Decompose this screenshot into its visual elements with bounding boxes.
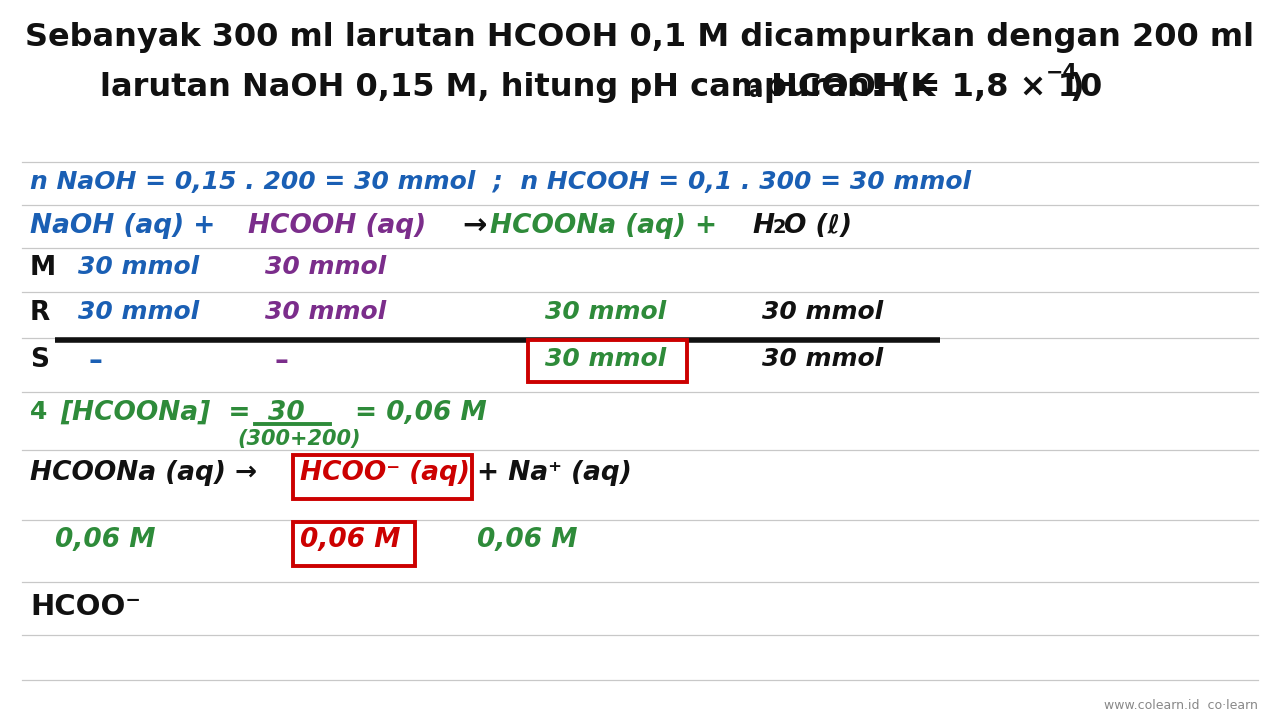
Text: (300+200): (300+200) bbox=[237, 429, 361, 449]
Text: HCOONa (aq) +: HCOONa (aq) + bbox=[490, 213, 717, 239]
Text: larutan NaOH 0,15 M, hitung pH campuran! (K: larutan NaOH 0,15 M, hitung pH campuran!… bbox=[100, 72, 936, 103]
Text: HCOO⁻: HCOO⁻ bbox=[29, 593, 141, 621]
Text: O (ℓ): O (ℓ) bbox=[783, 213, 852, 239]
FancyBboxPatch shape bbox=[293, 522, 415, 566]
Text: Sebanyak 300 ml larutan HCOOH 0,1 M dicampurkan dengan 200 ml: Sebanyak 300 ml larutan HCOOH 0,1 M dica… bbox=[26, 22, 1254, 53]
Text: –: – bbox=[88, 347, 102, 375]
Text: 2: 2 bbox=[773, 218, 787, 237]
Text: + Na⁺ (aq): + Na⁺ (aq) bbox=[477, 460, 632, 486]
Text: 30 mmol: 30 mmol bbox=[265, 300, 387, 324]
Text: 30 mmol: 30 mmol bbox=[78, 300, 200, 324]
FancyBboxPatch shape bbox=[529, 340, 687, 382]
Text: R: R bbox=[29, 300, 50, 326]
Text: n NaOH = 0,15 . 200 = 30 mmol  ;  n HCOOH = 0,1 . 300 = 30 mmol: n NaOH = 0,15 . 200 = 30 mmol ; n HCOOH … bbox=[29, 170, 972, 194]
Text: 30 mmol: 30 mmol bbox=[78, 255, 200, 279]
Text: 30 mmol: 30 mmol bbox=[545, 347, 667, 371]
Text: 30 mmol: 30 mmol bbox=[265, 255, 387, 279]
Text: NaOH (aq) +: NaOH (aq) + bbox=[29, 213, 224, 239]
FancyBboxPatch shape bbox=[293, 455, 472, 499]
Text: 0,06 M: 0,06 M bbox=[300, 527, 401, 553]
Text: M: M bbox=[29, 255, 56, 281]
Text: S: S bbox=[29, 347, 49, 373]
Text: HCOOH (aq): HCOOH (aq) bbox=[248, 213, 426, 239]
Text: 30 mmol: 30 mmol bbox=[762, 300, 883, 324]
Text: 0,06 M: 0,06 M bbox=[55, 527, 155, 553]
Text: 30 mmol: 30 mmol bbox=[762, 347, 883, 371]
Text: 0,06 M: 0,06 M bbox=[477, 527, 577, 553]
Text: HCOO⁻ (aq): HCOO⁻ (aq) bbox=[300, 460, 470, 486]
Text: = 0,06 M: = 0,06 M bbox=[355, 400, 486, 426]
Text: 30 mmol: 30 mmol bbox=[545, 300, 667, 324]
Text: H: H bbox=[753, 213, 774, 239]
Text: HCOONa (aq) →: HCOONa (aq) → bbox=[29, 460, 257, 486]
Text: www.colearn.id  co·learn: www.colearn.id co·learn bbox=[1105, 699, 1258, 712]
Text: [HCOONa]  =: [HCOONa] = bbox=[60, 400, 251, 426]
Text: −4: −4 bbox=[1046, 63, 1078, 83]
Text: ): ) bbox=[1070, 72, 1084, 103]
Text: –: – bbox=[275, 347, 289, 375]
Text: →: → bbox=[462, 213, 486, 241]
Text: 30: 30 bbox=[268, 400, 305, 426]
Text: 4: 4 bbox=[29, 400, 47, 424]
Text: HCOOH = 1,8 × 10: HCOOH = 1,8 × 10 bbox=[760, 72, 1102, 103]
Text: a: a bbox=[748, 81, 762, 101]
